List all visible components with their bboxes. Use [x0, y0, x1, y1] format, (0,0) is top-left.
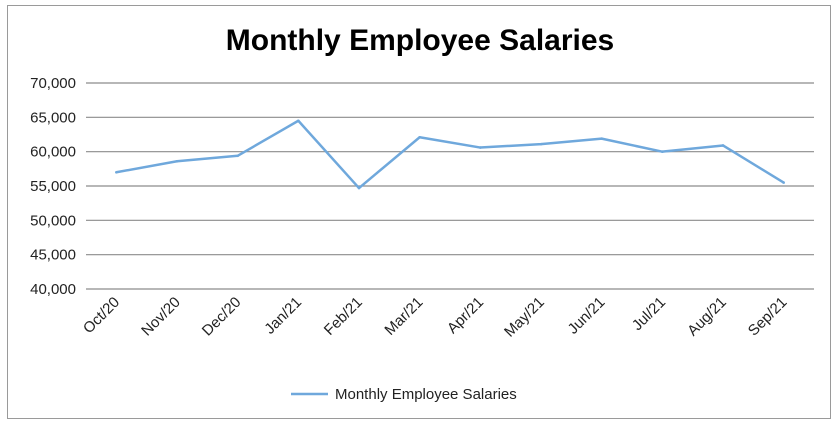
y-axis-ticks: 40,000 45,000 50,000 55,000 60,000 65,000 70,0…	[30, 75, 76, 298]
chart-title: Monthly Employee Salaries	[226, 24, 614, 57]
data-point	[782, 181, 785, 184]
legend-label: Monthly Employee Salaries	[335, 386, 517, 403]
x-tick-label: Nov/20	[138, 294, 184, 340]
y-tick-label: 70,000	[30, 75, 76, 92]
x-tick-label: Jul/21	[629, 294, 669, 334]
data-point	[661, 150, 664, 153]
series-layer	[115, 119, 785, 190]
data-point	[357, 186, 361, 190]
y-tick-label: 60,000	[30, 144, 76, 161]
gridlines	[86, 82, 814, 290]
data-point	[175, 159, 179, 163]
y-tick-label: 50,000	[30, 212, 76, 229]
x-tick-label: Aug/21	[684, 294, 730, 340]
data-point	[539, 142, 543, 146]
x-tick-label: Dec/20	[199, 294, 245, 340]
x-tick-label: May/21	[501, 294, 548, 341]
x-tick-label: Apr/21	[444, 294, 487, 337]
legend: Monthly Employee Salaries	[291, 386, 517, 403]
data-point	[297, 119, 300, 123]
data-point	[479, 146, 482, 149]
x-tick-label: Jan/21	[261, 294, 305, 338]
x-tick-label: Sep/21	[745, 294, 791, 340]
data-point	[236, 154, 239, 158]
x-tick-label: Mar/21	[381, 294, 426, 339]
x-tick-label: Feb/21	[321, 294, 366, 339]
chart-frame	[7, 5, 831, 419]
data-point	[721, 144, 725, 147]
x-axis-ticks: Oct/20 Nov/20 Dec/20 Jan/21 Feb/21 Mar/21 Apr/…	[80, 294, 791, 341]
series-line	[116, 119, 785, 190]
data-point	[115, 170, 118, 174]
x-tick-label: Jun/21	[565, 294, 609, 338]
y-tick-label: 40,000	[30, 281, 76, 298]
x-tick-label: Oct/20	[80, 294, 123, 337]
data-point	[418, 135, 421, 139]
y-tick-label: 45,000	[30, 247, 76, 264]
y-tick-label: 55,000	[30, 178, 76, 195]
data-point	[600, 137, 603, 140]
y-tick-label: 65,000	[30, 109, 76, 126]
